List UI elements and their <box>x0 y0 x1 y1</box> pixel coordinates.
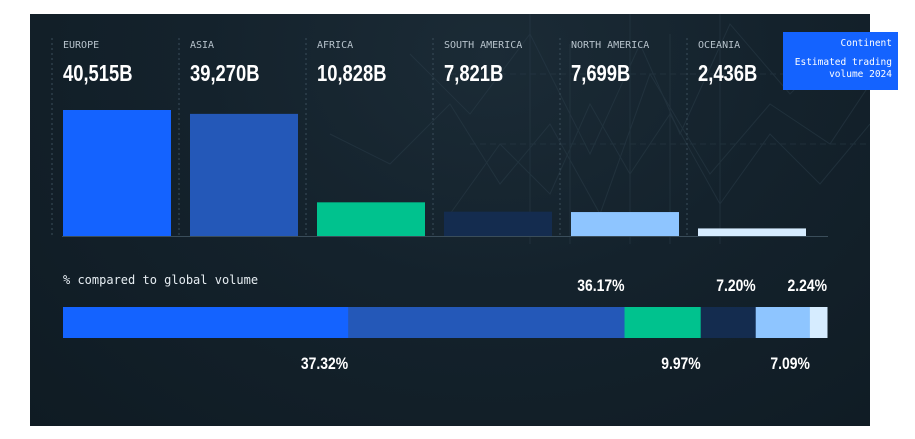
share-segment <box>755 307 811 338</box>
share-segment <box>809 307 828 338</box>
share-label: 2.24% <box>788 277 828 296</box>
bar <box>63 110 171 236</box>
share-label: 9.97% <box>661 355 701 374</box>
category-label: ASIA <box>190 40 214 51</box>
share-label: 37.32% <box>301 355 348 374</box>
share-segment <box>348 307 626 338</box>
category-label: SOUTH AMERICA <box>444 40 522 51</box>
bar-chart: EUROPE 40,515B ASIA 39,270B AFRICA 10,828B SOU… <box>51 38 828 374</box>
value-label: 10,828B <box>317 61 387 86</box>
value-label: 2,436B <box>698 61 757 86</box>
value-label: 7,821B <box>444 61 503 86</box>
bar <box>698 228 806 236</box>
chart-panel: EUROPE 40,515B ASIA 39,270B AFRICA 10,828B SOU… <box>30 14 870 426</box>
bar <box>444 211 552 236</box>
share-segment <box>700 307 757 338</box>
bar <box>317 202 425 236</box>
category-label: OCEANIA <box>698 40 740 51</box>
share-label: 36.17% <box>577 277 624 296</box>
legend-box: Continent Estimated trading volume 2024 <box>783 32 898 90</box>
value-label: 40,515B <box>63 61 133 86</box>
share-label: 7.09% <box>770 355 810 374</box>
share-label: 7.20% <box>716 277 756 296</box>
share-title: % compared to global volume <box>63 273 258 287</box>
category-label: EUROPE <box>63 40 99 51</box>
legend-subtitle: Estimated trading volume 2024 <box>794 57 892 80</box>
bar <box>190 113 298 236</box>
bar <box>571 212 679 236</box>
value-label: 39,270B <box>190 61 260 86</box>
share-segment <box>624 307 702 338</box>
value-label: 7,699B <box>571 61 630 86</box>
legend-title: Continent <box>840 38 892 49</box>
category-label: AFRICA <box>317 40 353 51</box>
share-segment <box>63 307 349 338</box>
category-label: NORTH AMERICA <box>571 40 649 51</box>
